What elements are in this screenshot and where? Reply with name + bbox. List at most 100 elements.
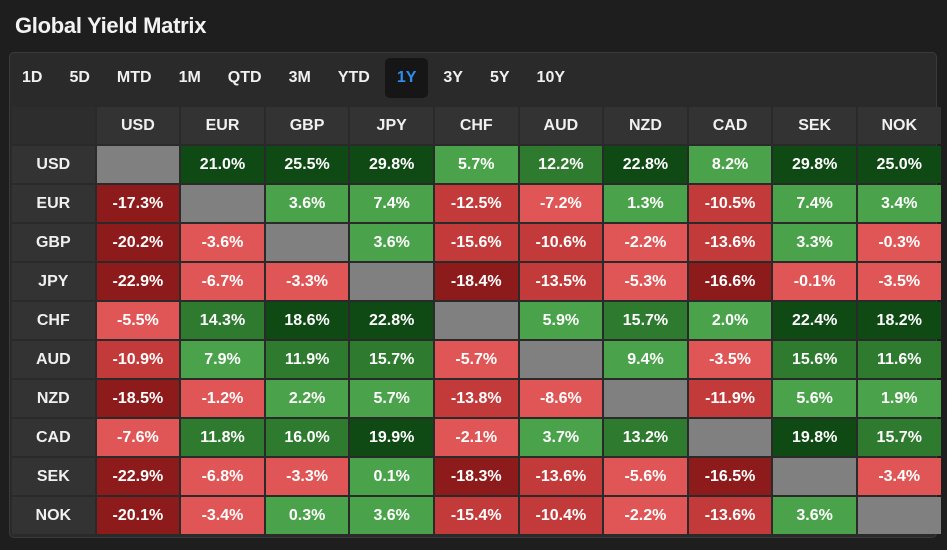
yield-cell-gbp-sek: 3.3% [773,224,856,261]
yield-cell-gbp-nzd: -2.2% [604,224,687,261]
yield-cell-nzd-chf: -13.8% [434,380,518,417]
yield-cell-chf-sek: 22.4% [773,302,856,339]
column-header-cad: CAD [688,107,772,144]
yield-cell-usd-cad: 8.2% [688,146,772,183]
diagonal-cell [773,458,856,495]
matrix-row-aud: AUD -10.9% 7.9% 11.9% 15.7% -5.7% 9.4% -3.5% 15.… [12,341,941,378]
yield-cell-gbp-jpy: 3.6% [350,224,433,261]
column-header-usd: USD [96,107,180,144]
yield-cell-aud-usd: -10.9% [96,341,180,378]
yield-cell-eur-cad: -10.5% [688,185,772,222]
tab-10y[interactable]: 10Y [536,69,566,86]
tab-ytd[interactable]: YTD [337,69,370,86]
row-header-nzd: NZD [12,380,95,417]
yield-cell-jpy-sek: -0.1% [773,263,856,300]
yield-cell-chf-eur: 14.3% [181,302,264,339]
yield-cell-aud-jpy: 15.7% [350,341,433,378]
row-header-nok: NOK [12,497,95,534]
yield-cell-aud-cad: -3.5% [688,341,772,378]
yield-cell-nzd-aud: -8.6% [519,380,603,417]
yield-cell-sek-chf: -18.3% [434,458,518,495]
tab-5d[interactable]: 5D [69,69,90,86]
tab-1y[interactable]: 1Y [384,58,429,98]
diagonal-cell [519,341,603,378]
yield-cell-chf-nzd: 15.7% [604,302,687,339]
matrix-row-cad: CAD -7.6% 11.8% 16.0% 19.9% -2.1% 3.7% 13.2% 19.… [12,419,941,456]
column-header-gbp: GBP [265,107,349,144]
diagonal-cell [604,380,687,417]
matrix-row-jpy: JPY -22.9% -6.7% -3.3% -18.4% -13.5% -5.3% -16.… [12,263,941,300]
yield-cell-gbp-nok: -0.3% [857,224,941,261]
yield-cell-jpy-usd: -22.9% [96,263,180,300]
yield-cell-nok-jpy: 3.6% [350,497,433,534]
yield-cell-chf-usd: -5.5% [96,302,180,339]
yield-cell-jpy-cad: -16.6% [688,263,772,300]
yield-cell-gbp-aud: -10.6% [519,224,603,261]
row-header-chf: CHF [12,302,95,339]
yield-cell-aud-chf: -5.7% [434,341,518,378]
yield-cell-cad-eur: 11.8% [181,419,264,456]
yield-cell-usd-gbp: 25.5% [265,146,349,183]
matrix-row-gbp: GBP -20.2% -3.6% 3.6% -15.6% -10.6% -2.2% -13.6… [12,224,941,261]
tab-5y[interactable]: 5Y [489,69,510,86]
tab-1d[interactable]: 1D [22,69,43,86]
yield-cell-aud-nok: 11.6% [857,341,941,378]
yield-cell-eur-nzd: 1.3% [604,185,687,222]
row-header-usd: USD [12,146,95,183]
yield-cell-sek-cad: -16.5% [688,458,772,495]
yield-cell-nzd-cad: -11.9% [688,380,772,417]
yield-cell-jpy-aud: -13.5% [519,263,603,300]
diagonal-cell [350,263,433,300]
yield-cell-usd-nok: 25.0% [857,146,941,183]
column-header-jpy: JPY [350,107,433,144]
yield-cell-usd-aud: 12.2% [519,146,603,183]
matrix-row-nzd: NZD -18.5% -1.2% 2.2% 5.7% -13.8% -8.6% -11.9% 5… [12,380,941,417]
diagonal-cell [265,224,349,261]
yield-cell-eur-gbp: 3.6% [265,185,349,222]
yield-cell-eur-sek: 7.4% [773,185,856,222]
yield-cell-cad-nok: 15.7% [857,419,941,456]
yield-cell-gbp-chf: -15.6% [434,224,518,261]
yield-cell-nzd-usd: -18.5% [96,380,180,417]
yield-cell-nzd-gbp: 2.2% [265,380,349,417]
row-header-jpy: JPY [12,263,95,300]
matrix-row-nok: NOK -20.1% -3.4% 0.3% 3.6% -15.4% -10.4% -2.2% -… [12,497,941,534]
yield-cell-nok-gbp: 0.3% [265,497,349,534]
yield-cell-cad-sek: 19.8% [773,419,856,456]
tab-3y[interactable]: 3Y [443,69,463,86]
yield-cell-usd-eur: 21.0% [181,146,264,183]
yield-cell-nzd-nok: 1.9% [857,380,941,417]
yield-cell-nok-eur: -3.4% [181,497,264,534]
yield-cell-sek-usd: -22.9% [96,458,180,495]
yield-cell-cad-jpy: 19.9% [350,419,433,456]
yield-cell-sek-aud: -13.6% [519,458,603,495]
column-header-nok: NOK [857,107,941,144]
yield-cell-sek-jpy: 0.1% [350,458,433,495]
yield-cell-cad-chf: -2.1% [434,419,518,456]
yield-cell-usd-chf: 5.7% [434,146,518,183]
matrix-row-eur: EUR -17.3% 3.6% 7.4% -12.5% -7.2% 1.3% -10.5% 7.… [12,185,941,222]
yield-cell-sek-gbp: -3.3% [265,458,349,495]
row-header-sek: SEK [12,458,95,495]
yield-cell-gbp-usd: -20.2% [96,224,180,261]
diagonal-cell [96,146,180,183]
yield-cell-chf-cad: 2.0% [688,302,772,339]
yield-cell-eur-aud: -7.2% [519,185,603,222]
tab-mtd[interactable]: MTD [116,69,152,86]
tab-qtd[interactable]: QTD [227,69,262,86]
column-header-chf: CHF [434,107,518,144]
yield-cell-cad-gbp: 16.0% [265,419,349,456]
yield-cell-cad-usd: -7.6% [96,419,180,456]
tab-1m[interactable]: 1M [178,69,201,86]
diagonal-cell [857,497,941,534]
column-header-sek: SEK [773,107,856,144]
yield-cell-aud-sek: 15.6% [773,341,856,378]
yield-cell-eur-usd: -17.3% [96,185,180,222]
yield-cell-cad-nzd: 13.2% [604,419,687,456]
yield-cell-eur-jpy: 7.4% [350,185,433,222]
tab-3m[interactable]: 3M [288,69,311,86]
matrix-row-sek: SEK -22.9% -6.8% -3.3% 0.1% -18.3% -13.6% -5.6%… [12,458,941,495]
diagonal-cell [434,302,518,339]
yield-cell-nzd-sek: 5.6% [773,380,856,417]
yield-cell-chf-gbp: 18.6% [265,302,349,339]
